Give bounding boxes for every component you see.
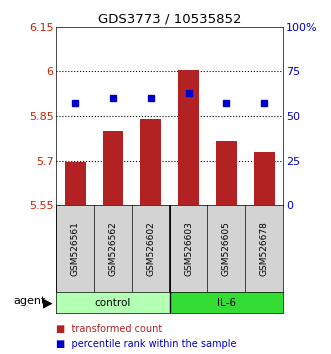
Bar bbox=[178, 70, 199, 205]
Text: GSM526603: GSM526603 bbox=[184, 221, 193, 276]
Text: GSM526561: GSM526561 bbox=[71, 221, 80, 276]
Bar bbox=[140, 119, 161, 205]
Bar bbox=[169, 292, 283, 313]
Text: control: control bbox=[95, 298, 131, 308]
Text: ■  percentile rank within the sample: ■ percentile rank within the sample bbox=[56, 339, 237, 349]
Title: GDS3773 / 10535852: GDS3773 / 10535852 bbox=[98, 12, 241, 25]
Text: GSM526605: GSM526605 bbox=[222, 221, 231, 276]
Bar bbox=[254, 152, 274, 205]
Bar bbox=[216, 141, 237, 205]
Text: IL-6: IL-6 bbox=[217, 298, 236, 308]
Bar bbox=[65, 162, 85, 205]
Text: GSM526562: GSM526562 bbox=[109, 221, 118, 276]
Text: GSM526602: GSM526602 bbox=[146, 221, 155, 276]
Bar bbox=[56, 292, 169, 313]
Text: agent: agent bbox=[13, 296, 46, 306]
Text: GSM526678: GSM526678 bbox=[260, 221, 269, 276]
Text: ▶: ▶ bbox=[43, 296, 53, 309]
Bar bbox=[103, 131, 123, 205]
Text: ■  transformed count: ■ transformed count bbox=[56, 324, 163, 334]
